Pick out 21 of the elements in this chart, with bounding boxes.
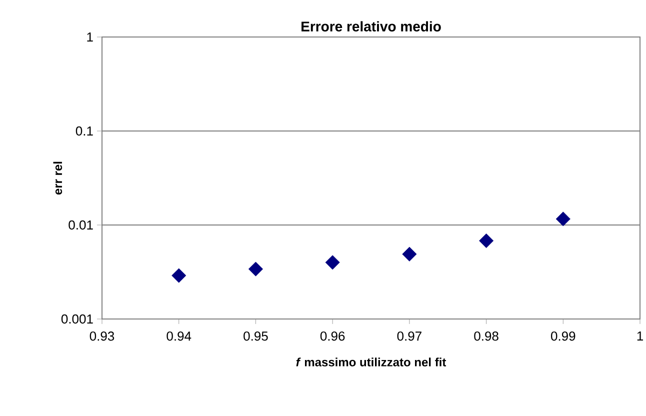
y-tick-label: 0.001 <box>61 314 93 324</box>
y-tick-label: 0.01 <box>68 220 93 230</box>
point <box>402 246 417 262</box>
x-tick-label: 0.94 <box>166 332 192 341</box>
point <box>172 268 186 283</box>
x-tick-label: 0.95 <box>244 332 268 341</box>
point <box>479 233 494 248</box>
x-tick-label: 1 <box>637 332 643 340</box>
point <box>325 255 340 270</box>
x-tick-label: 0.98 <box>474 332 498 341</box>
y-tick-label: 1 <box>87 32 93 42</box>
x-axis-title: f massimo utilizzato nel fit <box>296 358 446 366</box>
y-tick-label: 0.1 <box>76 126 93 136</box>
x-tick-label: 0.93 <box>90 332 114 341</box>
x-tick-label: 0.97 <box>397 332 422 341</box>
y-axis-title: err rel <box>53 162 62 195</box>
point <box>248 262 263 276</box>
chart-title: Errore relativo medio <box>302 21 441 32</box>
x-tick-label: 0.99 <box>550 332 576 341</box>
point <box>556 212 570 226</box>
x-tick-label: 0.96 <box>320 332 345 341</box>
